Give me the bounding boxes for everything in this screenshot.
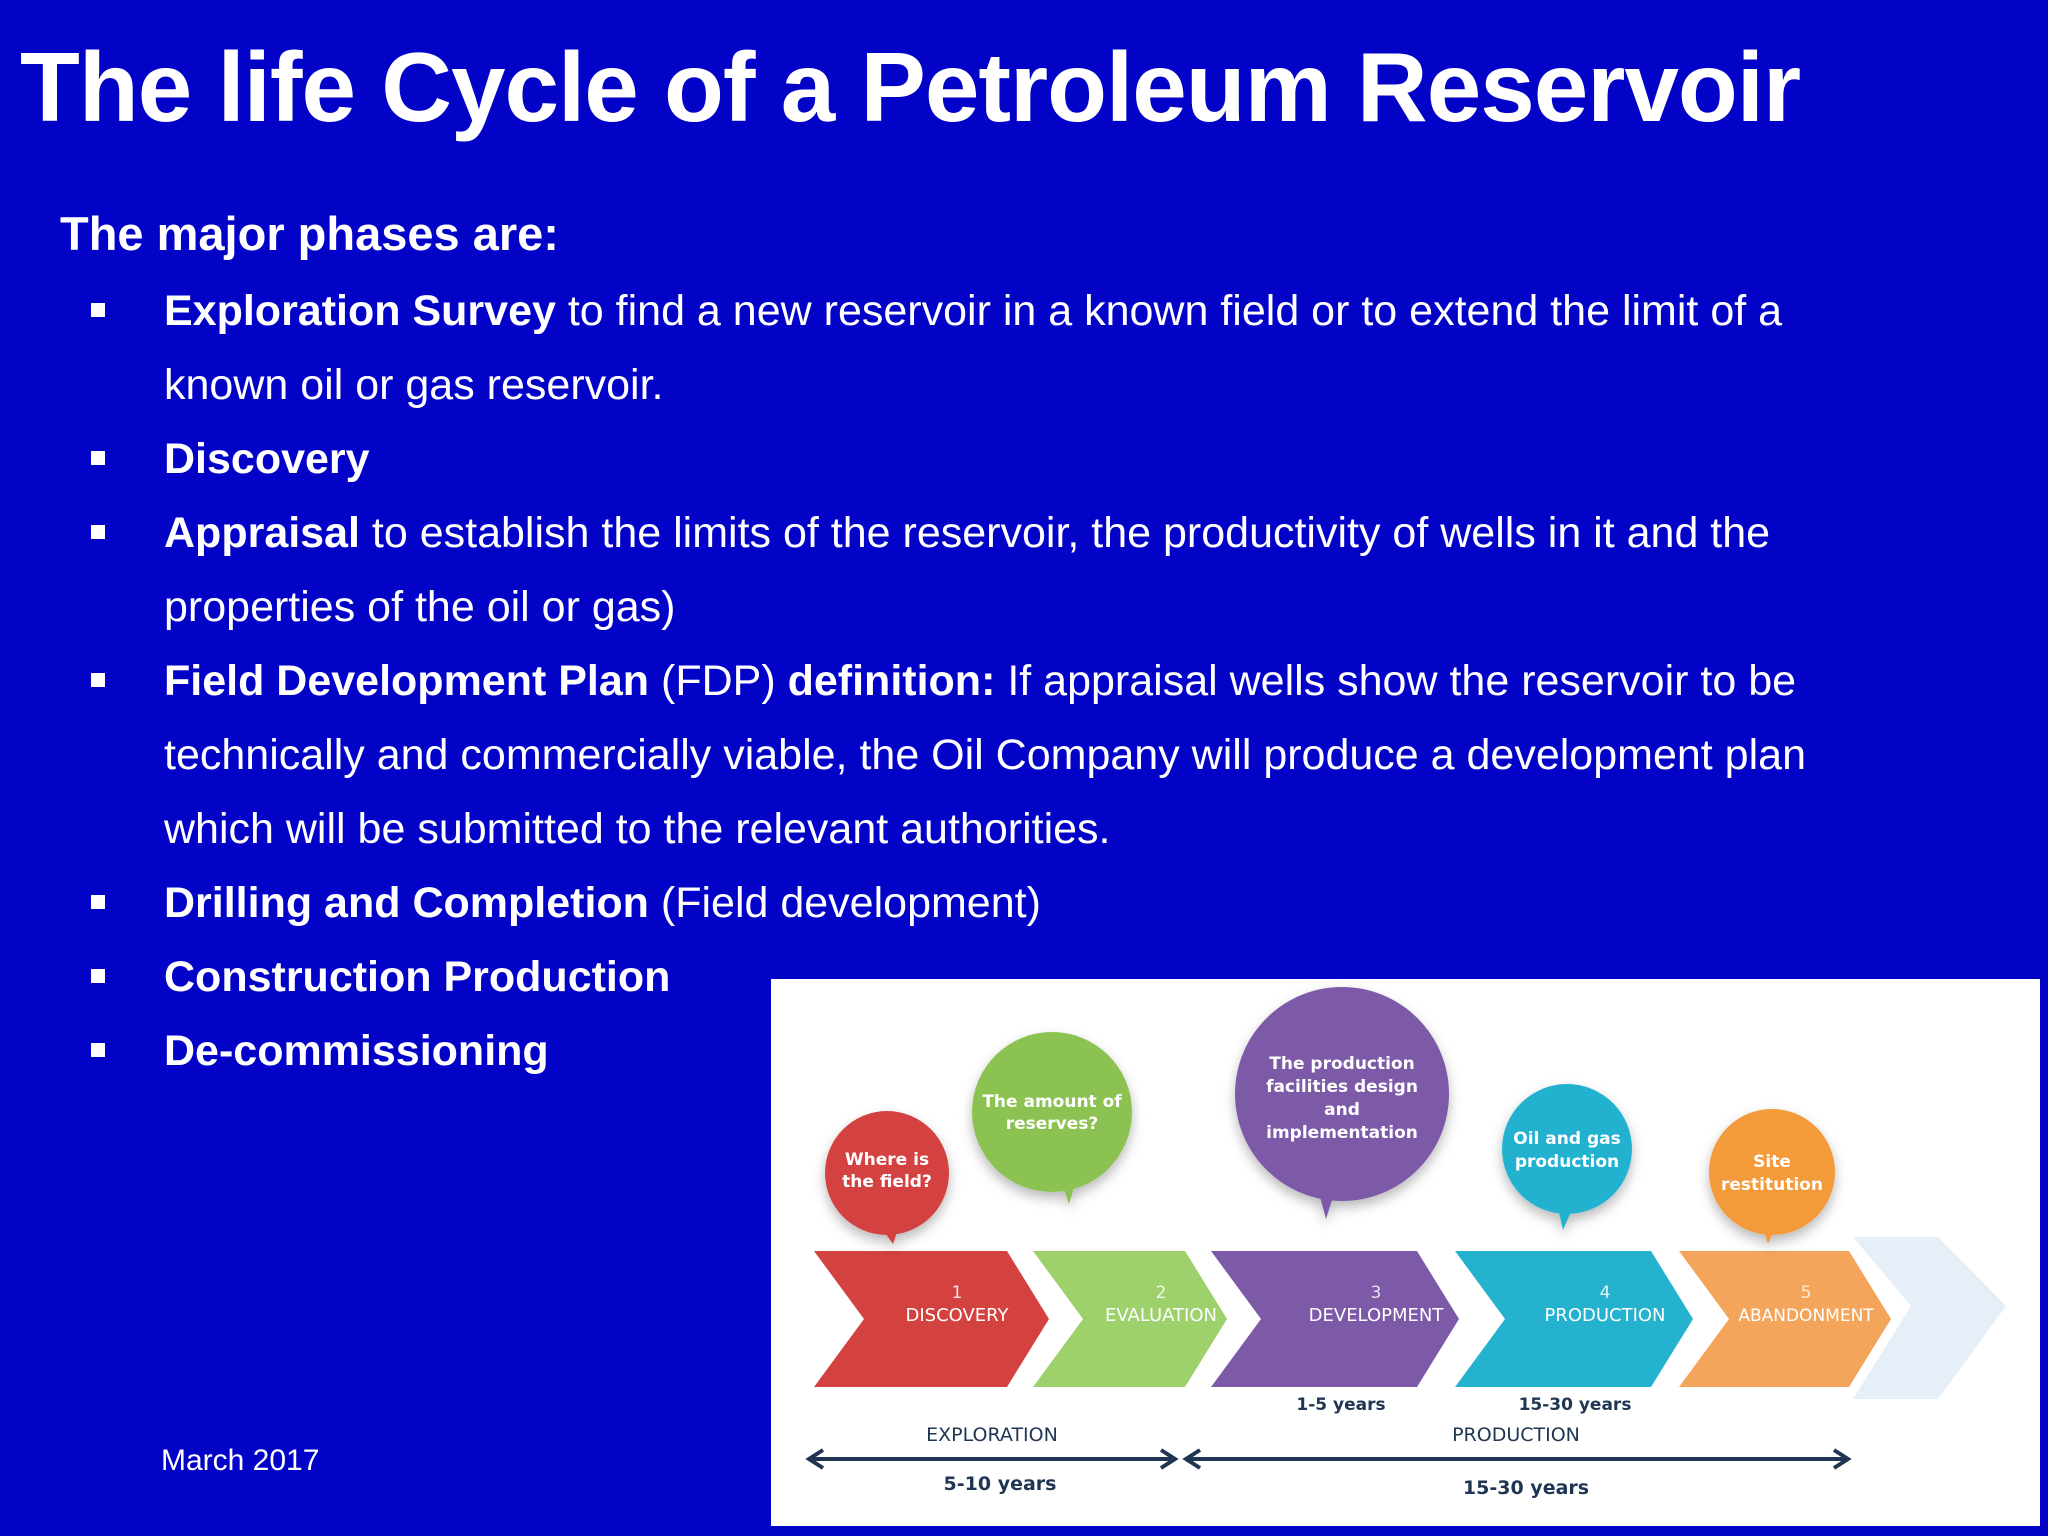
chevron-development (1211, 1251, 1459, 1387)
phase-name-production: PRODUCTION (1544, 1305, 1665, 1326)
square-bullet-icon (91, 303, 105, 317)
bubble-production (1502, 1084, 1632, 1230)
footer-date: March 2017 (161, 1444, 320, 1477)
stage-exploration-label: EXPLORATION (926, 1424, 1058, 1446)
lifecycle-diagram-svg: 1 DISCOVERY 2 EVALUATION 3 DEVELOPMENT 4… (805, 987, 2006, 1499)
bubble-discovery (825, 1111, 949, 1244)
square-bullet-icon (91, 673, 105, 687)
bubble-text-production-line1: Oil and gas (1513, 1129, 1620, 1149)
lifecycle-diagram: 1 DISCOVERY 2 EVALUATION 3 DEVELOPMENT 4… (771, 979, 2040, 1526)
bullet-heading-suffix: definition: (787, 657, 996, 705)
chevron-production (1455, 1251, 1693, 1387)
list-item-field-development-plan: Field Development Plan (FDP) definition:… (0, 644, 1900, 866)
bullet-heading: De-commissioning (164, 1027, 549, 1075)
bullet-abbreviation: (FDP) (649, 657, 788, 705)
exploration-range-arrow (805, 1448, 1179, 1470)
chevron-evaluation (1033, 1251, 1227, 1387)
bubble-abandonment (1709, 1109, 1835, 1244)
bubble-text-discovery-line2: the field? (842, 1172, 932, 1192)
square-bullet-icon (91, 895, 105, 909)
list-item-appraisal: Appraisal to establish the limits of the… (0, 496, 1900, 644)
phase-list: Exploration Survey to find a new reservo… (0, 274, 1900, 1088)
list-item-exploration-survey: Exploration Survey to find a new reservo… (0, 274, 1900, 422)
bullet-text: (Field development) (648, 879, 1041, 927)
bullet-heading: Exploration Survey (164, 287, 556, 335)
bubble-text-development-line1: The production (1269, 1054, 1414, 1074)
phase-number-3: 3 (1371, 1283, 1382, 1303)
chevron-discovery (814, 1251, 1049, 1387)
bubble-text-evaluation-line1: The amount of (982, 1092, 1122, 1112)
list-item-discovery: Discovery (0, 422, 1900, 496)
bullet-text: If appraisal wells show the reservoir to… (164, 657, 1806, 853)
bullet-heading: Drilling and Completion (164, 879, 649, 927)
bubble-text-development-line2: facilities design (1266, 1077, 1418, 1097)
square-bullet-icon (91, 525, 105, 539)
bullet-heading: Discovery (164, 435, 370, 483)
bubble-text-discovery-line1: Where is (845, 1150, 929, 1170)
list-item-construction-production: Construction Production (0, 940, 764, 1014)
square-bullet-icon (91, 1043, 105, 1057)
bubble-text-development-line3: and (1324, 1100, 1360, 1120)
bullet-heading: Appraisal (164, 509, 360, 557)
square-bullet-icon (91, 969, 105, 983)
bullet-text: to establish the limits of the reservoir… (164, 509, 1771, 631)
duration-production: 15-30 years (1519, 1395, 1632, 1415)
phase-number-1: 1 (952, 1283, 963, 1303)
phase-name-evaluation: EVALUATION (1105, 1305, 1217, 1326)
stage-exploration-years: 5-10 years (944, 1473, 1057, 1495)
bubble-text-abandonment-line1: Site (1753, 1152, 1791, 1172)
bubble-development (1235, 987, 1449, 1219)
production-range-arrow (1182, 1448, 1852, 1470)
bubble-text-production-line2: production (1515, 1152, 1619, 1172)
bubble-text-development-line4: implementation (1266, 1123, 1418, 1143)
chevron-abandonment (1679, 1251, 1891, 1387)
list-item-drilling-completion: Drilling and Completion (Field developme… (0, 866, 1900, 940)
duration-development: 1-5 years (1296, 1395, 1385, 1415)
phases-intro: The major phases are: (60, 207, 559, 260)
phase-name-abandonment: ABANDONMENT (1738, 1306, 1874, 1326)
stage-production-label: PRODUCTION (1452, 1424, 1580, 1446)
slide-title: The life Cycle of a Petroleum Reservoir (20, 32, 1801, 142)
bubble-text-abandonment-line2: restitution (1721, 1175, 1823, 1195)
tail-chevron (1853, 1237, 2006, 1399)
list-item-decommissioning: De-commissioning (0, 1014, 764, 1088)
bullet-heading: Field Development Plan (164, 657, 650, 705)
bubble-evaluation (972, 1032, 1132, 1204)
square-bullet-icon (91, 451, 105, 465)
phase-number-2: 2 (1156, 1283, 1167, 1303)
phase-name-development: DEVELOPMENT (1309, 1305, 1445, 1326)
bullet-heading: Construction Production (164, 953, 671, 1001)
phase-name-discovery: DISCOVERY (905, 1305, 1009, 1326)
bubble-text-evaluation-line2: reserves? (1006, 1114, 1099, 1134)
phase-number-4: 4 (1600, 1283, 1611, 1303)
stage-production-years: 15-30 years (1463, 1477, 1589, 1499)
bullet-text: to find a new reservoir in a known field… (164, 287, 1783, 409)
phase-number-5: 5 (1801, 1283, 1812, 1303)
